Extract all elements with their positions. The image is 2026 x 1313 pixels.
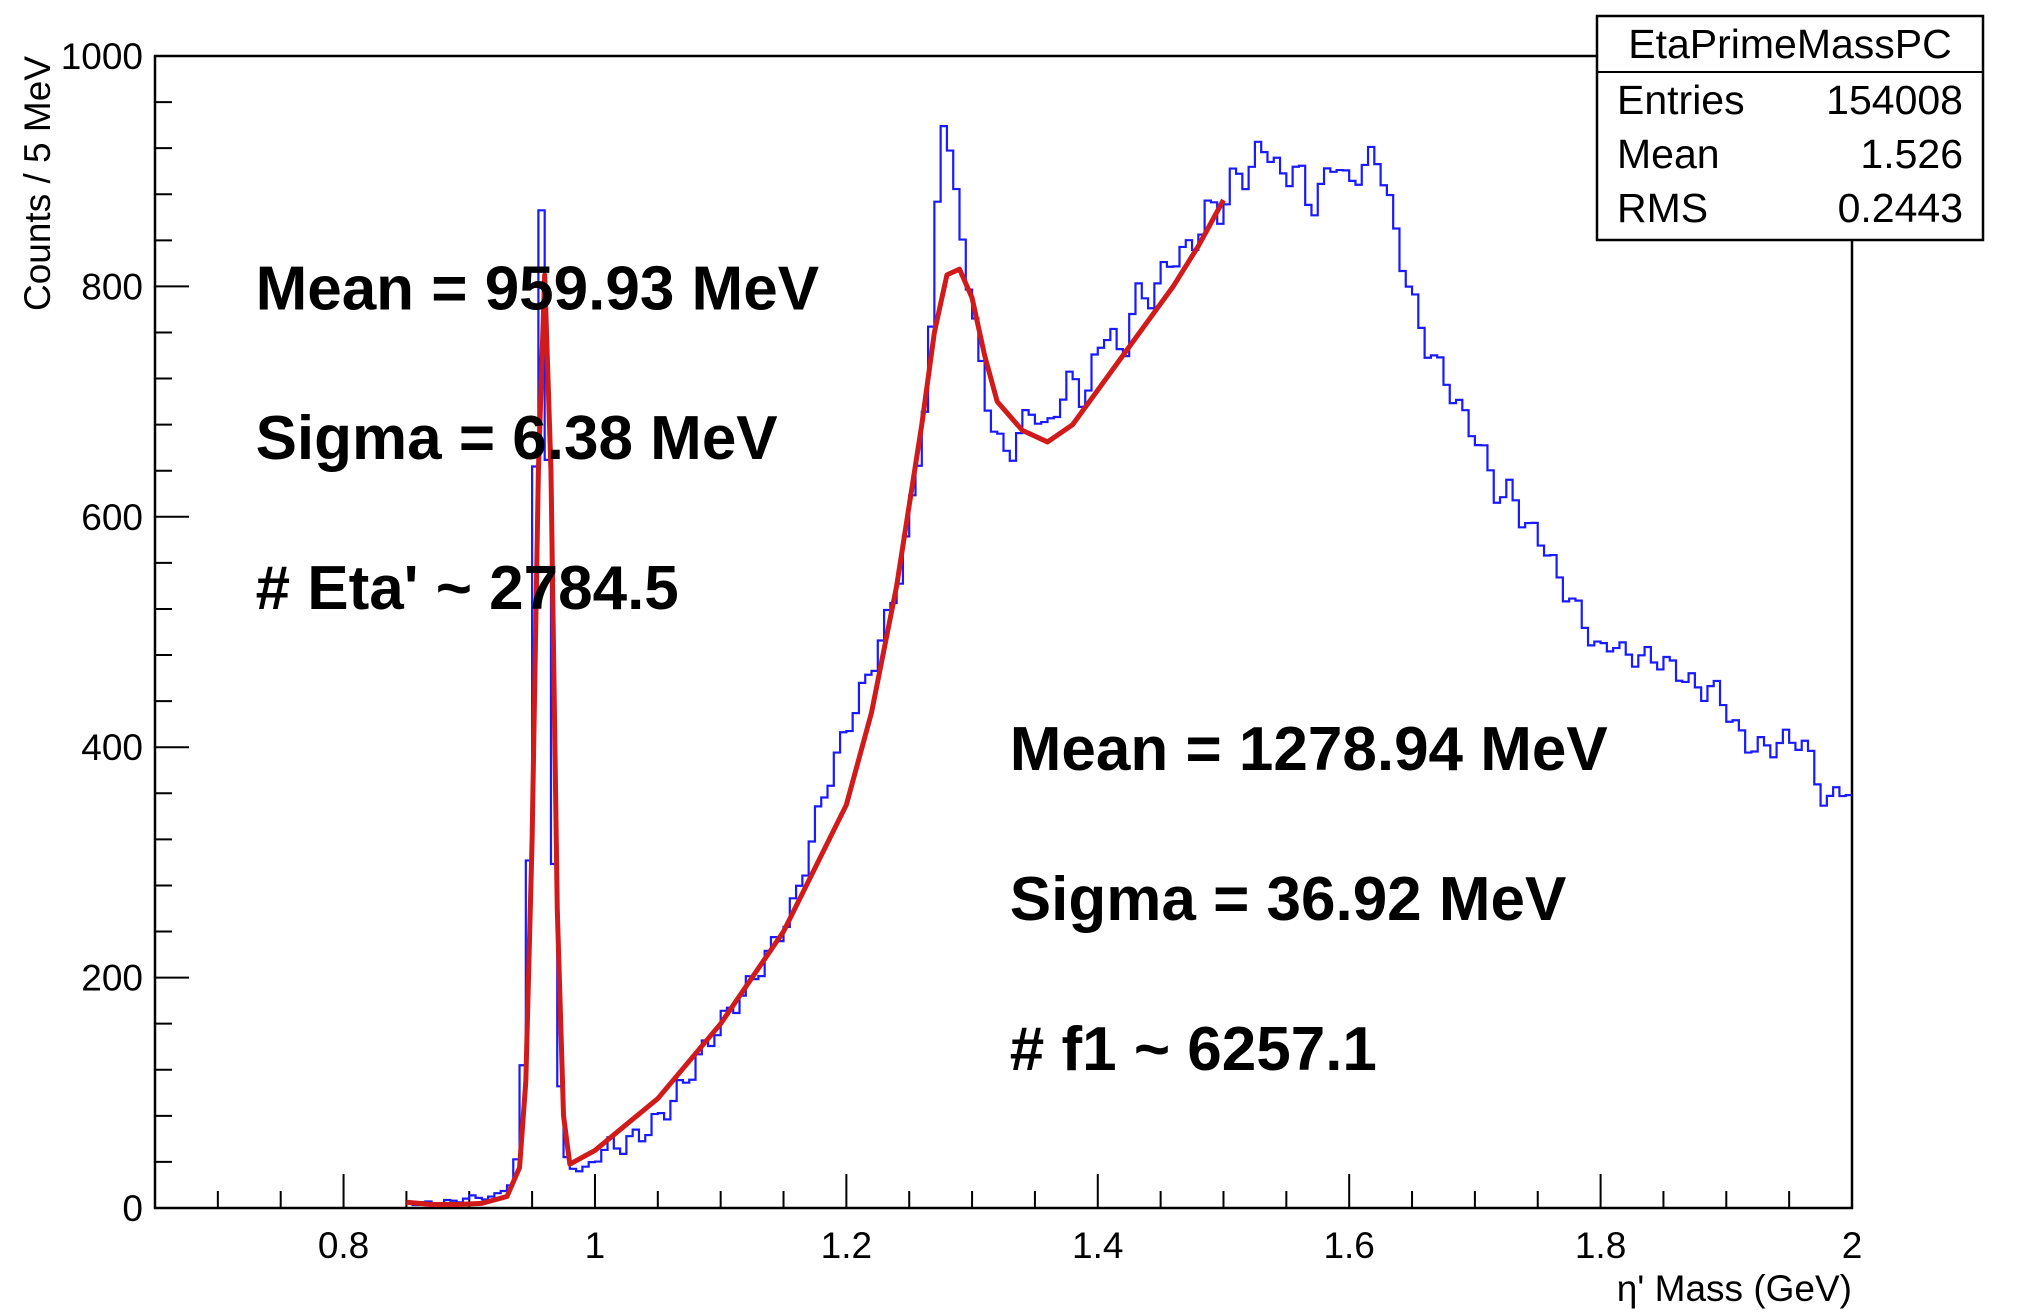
fit-annotation: # f1 ~ 6257.1 — [1010, 1015, 1377, 1084]
stats-row-value: 154008 — [1826, 77, 1963, 123]
x-tick-label: 1.6 — [1323, 1225, 1374, 1266]
x-tick-label: 1 — [585, 1225, 606, 1266]
axis-ticks: 0.8 1 1.2 1.4 1.6 1.8 2 0 200 400 600 800 1000 — [61, 36, 1863, 1266]
y-tick-label: 400 — [81, 727, 143, 768]
histogram-layer — [406, 125, 1852, 1207]
fit-curve — [406, 198, 1226, 1208]
x-tick-label: 0.8 — [318, 1225, 369, 1266]
stats-row-value: 1.526 — [1860, 131, 1963, 177]
x-tick-label: 1.8 — [1575, 1225, 1626, 1266]
fit-annotation: Mean = 959.93 MeV — [256, 254, 819, 323]
stats-row-label: Mean — [1617, 131, 1720, 177]
stats-box: EtaPrimeMassPC Entries 154008 Mean 1.526 RMS 0… — [1595, 14, 1985, 242]
stats-box-frame — [1595, 14, 1985, 242]
fit-annotation: # Eta' ~ 2784.5 — [256, 554, 679, 623]
fit-curve-layer — [406, 198, 1226, 1208]
y-tick-label: 600 — [81, 497, 143, 538]
x-axis-title: η' Mass (GeV) — [1617, 1268, 1852, 1309]
y-tick-label: 200 — [81, 958, 143, 999]
fit-annotation: Mean = 1278.94 MeV — [1010, 715, 1608, 784]
x-tick-label: 2 — [1842, 1225, 1863, 1266]
stats-row-value: 0.2443 — [1838, 185, 1963, 231]
fit-annotations: Mean = 959.93 MeV Sigma = 6.38 MeV # Eta' … — [256, 254, 1608, 1083]
stats-box-title: EtaPrimeMassPC — [1628, 21, 1952, 67]
histogram-series — [406, 125, 1852, 1207]
stats-row-label: RMS — [1617, 185, 1708, 231]
fit-annotation: Sigma = 6.38 MeV — [256, 404, 778, 473]
fit-annotation: Sigma = 36.92 MeV — [1010, 865, 1567, 934]
x-tick-label: 1.2 — [821, 1225, 872, 1266]
y-axis-title: Counts / 5 MeV — [17, 56, 58, 311]
plot-frame — [153, 54, 1854, 1210]
x-tick-label: 1.4 — [1072, 1225, 1123, 1266]
y-tick-label: 1000 — [61, 36, 143, 77]
stats-row-label: Entries — [1617, 77, 1745, 123]
y-tick-label: 0 — [122, 1188, 143, 1229]
y-tick-label: 800 — [81, 266, 143, 307]
